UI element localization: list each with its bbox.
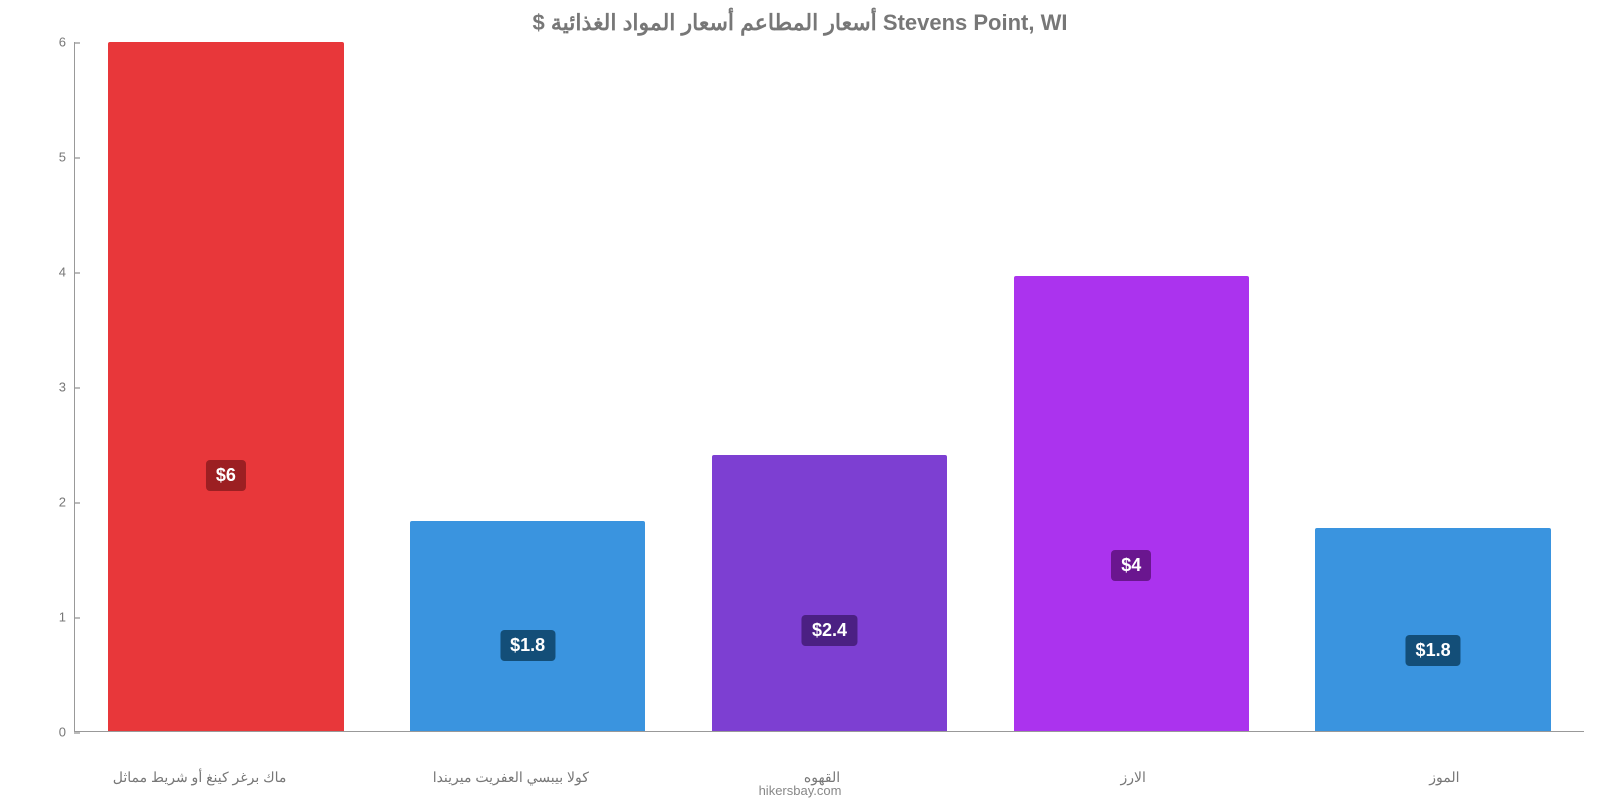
- chart-body: $6 $1.8 $2.4 $4 $1.8: [74, 42, 1584, 732]
- bar: $6: [108, 42, 343, 731]
- value-badge: $1.8: [1406, 635, 1461, 666]
- y-tick-label: 5: [44, 150, 74, 165]
- value-badge: $1.8: [500, 630, 555, 661]
- y-tick-label: 3: [44, 380, 74, 395]
- y-tick-label: 0: [44, 725, 74, 740]
- y-tick-label: 6: [44, 35, 74, 50]
- bar: $1.8: [410, 521, 645, 731]
- y-tick-label: 1: [44, 610, 74, 625]
- bar-slot: $4: [980, 42, 1282, 731]
- value-badge: $4: [1111, 550, 1151, 581]
- bar: $1.8: [1315, 528, 1550, 731]
- bar: $4: [1014, 276, 1249, 731]
- bar: $2.4: [712, 455, 947, 731]
- y-axis: 0123456: [44, 42, 74, 732]
- bar-slot: $1.8: [1282, 42, 1584, 731]
- y-tick-mark: [74, 732, 80, 733]
- y-tick-label: 2: [44, 495, 74, 510]
- chart-container: Stevens Point, WI أسعار المطاعم أسعار ال…: [0, 0, 1600, 800]
- bar-slot: $6: [75, 42, 377, 731]
- chart-title: Stevens Point, WI أسعار المطاعم أسعار ال…: [30, 10, 1570, 36]
- bar-slot: $2.4: [679, 42, 981, 731]
- bars-group: $6 $1.8 $2.4 $4 $1.8: [75, 42, 1584, 731]
- bar-slot: $1.8: [377, 42, 679, 731]
- value-badge: $6: [206, 460, 246, 491]
- y-tick-label: 4: [44, 265, 74, 280]
- plot-area: 0123456 $6$1.8$2.4$4$1.8: [44, 42, 1584, 732]
- value-badge: $2.4: [802, 615, 857, 646]
- chart-footer: hikersbay.com: [0, 783, 1600, 798]
